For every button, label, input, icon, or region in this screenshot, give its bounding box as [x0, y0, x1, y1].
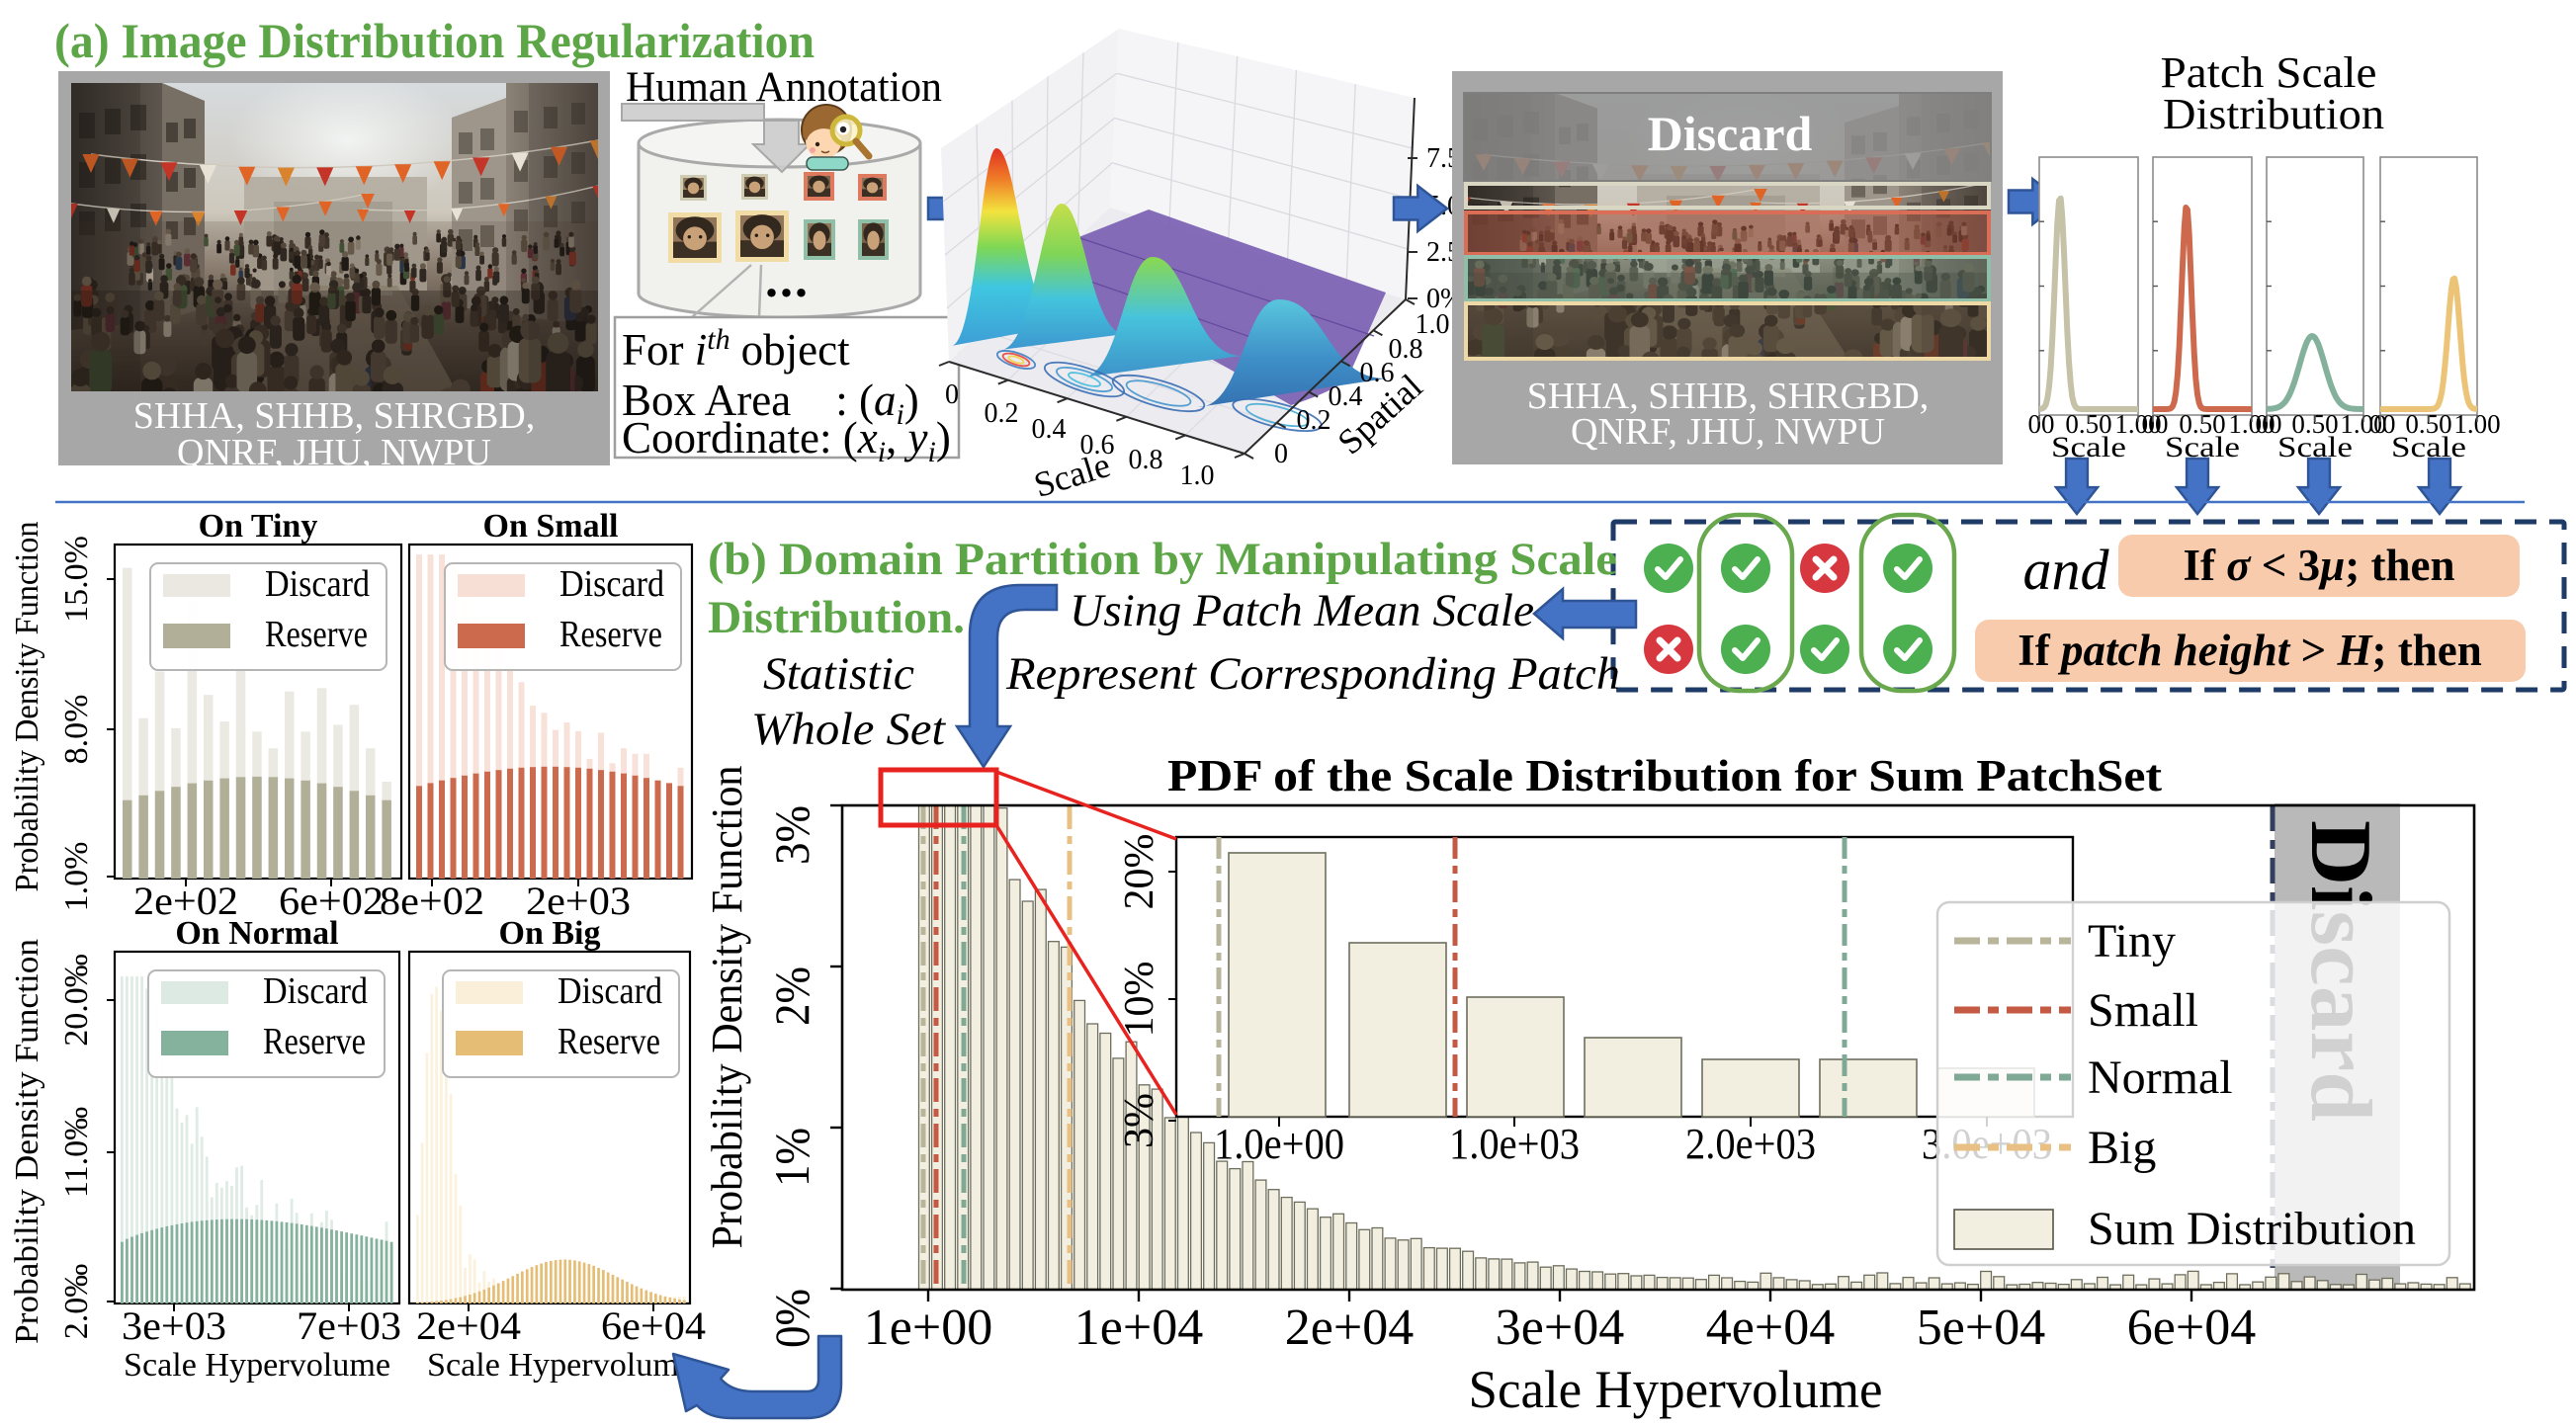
svg-text:1.0e+03: 1.0e+03 [1449, 1120, 1580, 1168]
svg-text:0%: 0% [764, 1289, 819, 1348]
svg-text:1%: 1% [764, 1128, 819, 1187]
svg-text:On Tiny: On Tiny [199, 508, 318, 545]
svg-text:1.00: 1.00 [2340, 409, 2386, 439]
svg-text:Discard: Discard [559, 563, 664, 605]
svg-text:0.2: 0.2 [1297, 405, 1331, 436]
svg-text:Scale: Scale [1029, 445, 1114, 505]
svg-text:0.50: 0.50 [2291, 409, 2338, 439]
svg-text:3%: 3% [764, 805, 819, 865]
svg-text:1e+00: 1e+00 [864, 1300, 992, 1356]
svg-text:Statistic: Statistic [763, 648, 914, 700]
svg-text:Reserve: Reserve [559, 614, 662, 655]
svg-text:0.4: 0.4 [1329, 381, 1363, 412]
svg-text:Coordinate: (xi, yi): Coordinate: (xi, yi) [622, 413, 951, 468]
svg-text:...: ... [765, 252, 810, 308]
svg-text:1e+04: 1e+04 [1074, 1300, 1203, 1356]
svg-text:SHHA, SHHB, SHRGBD,: SHHA, SHHB, SHRGBD, [133, 395, 535, 437]
svg-text:00: 00 [2256, 409, 2282, 439]
svg-text:(b) Domain Partition by Manipu: (b) Domain Partition by Manipulating Sca… [708, 534, 1617, 585]
svg-text:Discard: Discard [558, 970, 662, 1012]
svg-text:1.0e+00: 1.0e+00 [1214, 1120, 1344, 1168]
svg-text:11.0‰: 11.0‰ [58, 1107, 95, 1198]
svg-text:Whole Set: Whole Set [751, 704, 946, 755]
svg-text:1.00: 1.00 [2453, 409, 2500, 439]
svg-text:1.0%: 1.0% [58, 842, 95, 912]
svg-text:On Normal: On Normal [175, 915, 338, 952]
svg-text:0.8: 0.8 [1129, 445, 1163, 475]
svg-text:2.0e+03: 2.0e+03 [1685, 1120, 1816, 1168]
svg-text:3%: 3% [1117, 1093, 1162, 1148]
svg-text:0.6: 0.6 [1080, 430, 1115, 461]
svg-text:3e+04: 3e+04 [1496, 1300, 1624, 1356]
svg-text:and: and [2023, 538, 2110, 602]
svg-text:0.50: 0.50 [2065, 409, 2111, 439]
svg-text:00: 00 [2028, 409, 2055, 439]
svg-text:2%: 2% [764, 966, 819, 1026]
svg-text:5e+04: 5e+04 [1917, 1300, 2045, 1356]
svg-text:Discard: Discard [1648, 106, 1813, 161]
svg-text:Distribution.: Distribution. [708, 592, 965, 643]
svg-text:Probability Density Function: Probability Density Function [9, 939, 45, 1344]
svg-text:(a) Image Distribution Regular: (a) Image Distribution Regularization [54, 13, 815, 68]
svg-text:20.0‰: 20.0‰ [58, 954, 95, 1047]
svg-text:Tiny: Tiny [2088, 915, 2176, 967]
svg-text:QNRF, JHU, NWPU: QNRF, JHU, NWPU [177, 432, 491, 473]
svg-text:00: 00 [2369, 409, 2396, 439]
svg-text:00: 00 [2142, 409, 2169, 439]
svg-text:Probability Density Function: Probability Density Function [703, 766, 751, 1249]
svg-text:0: 0 [945, 379, 959, 410]
svg-text:If σ < 3μ; then: If σ < 3μ; then [2184, 541, 2455, 590]
svg-text:Scale Hypervolume: Scale Hypervolume [427, 1347, 694, 1384]
svg-text:1.0: 1.0 [1416, 309, 1450, 340]
svg-text:10%: 10% [1117, 962, 1162, 1038]
svg-text:0.8: 0.8 [1389, 334, 1423, 365]
svg-text:0.6: 0.6 [1360, 358, 1395, 388]
svg-text:4e+04: 4e+04 [1706, 1300, 1835, 1356]
svg-text:1.0: 1.0 [1180, 461, 1215, 491]
svg-text:Represent Corresponding Patch: Represent Corresponding Patch [1005, 648, 1620, 700]
svg-text:Scale Hypervolume: Scale Hypervolume [1469, 1360, 1883, 1419]
svg-text:Box Area : (ai): Box Area : (ai) [622, 376, 919, 431]
svg-text:If patch height > H; then: If patch height > H; then [2018, 626, 2481, 675]
svg-text:On Small: On Small [483, 508, 619, 545]
svg-text:8.0%: 8.0% [58, 695, 95, 765]
svg-text:6e+04: 6e+04 [2127, 1300, 2256, 1356]
svg-text:Normal: Normal [2088, 1051, 2233, 1104]
svg-text:Discard: Discard [263, 970, 368, 1012]
svg-text:Small: Small [2088, 984, 2198, 1037]
svg-text:15.0%: 15.0% [58, 536, 95, 623]
svg-text:On Big: On Big [499, 915, 601, 952]
svg-text:0: 0 [1274, 439, 1288, 469]
svg-text:Patch Scale: Patch Scale [2161, 48, 2377, 97]
svg-text:PDF of the Scale Distribution: PDF of the Scale Distribution for Sum Pa… [1167, 750, 2163, 800]
svg-text:Probability Density Function: Probability Density Function [9, 522, 45, 892]
svg-text:0.2: 0.2 [985, 398, 1019, 429]
svg-text:Scale Hypervolume: Scale Hypervolume [124, 1347, 390, 1384]
svg-text:Using Patch Mean Scale: Using Patch Mean Scale [1070, 585, 1534, 636]
svg-text:20%: 20% [1117, 834, 1162, 910]
svg-text:2.0‰: 2.0‰ [58, 1264, 95, 1340]
svg-text:Reserve: Reserve [263, 1021, 366, 1062]
svg-text:SHHA, SHHB, SHRGBD,: SHHA, SHHB, SHRGBD, [1527, 376, 1929, 417]
svg-text:Sum Distribution: Sum Distribution [2088, 1203, 2416, 1255]
svg-text:2e+04: 2e+04 [1285, 1300, 1414, 1356]
svg-text:Reserve: Reserve [265, 614, 368, 655]
svg-text:0.50: 0.50 [2405, 409, 2451, 439]
svg-text:Big: Big [2088, 1122, 2156, 1174]
svg-text:QNRF, JHU, NWPU: QNRF, JHU, NWPU [1571, 411, 1885, 453]
svg-text:Distribution: Distribution [2163, 90, 2384, 138]
svg-text:Reserve: Reserve [558, 1021, 660, 1062]
svg-text:0.50: 0.50 [2179, 409, 2225, 439]
svg-text:Discard: Discard [265, 563, 370, 605]
svg-text:0.4: 0.4 [1032, 414, 1067, 445]
